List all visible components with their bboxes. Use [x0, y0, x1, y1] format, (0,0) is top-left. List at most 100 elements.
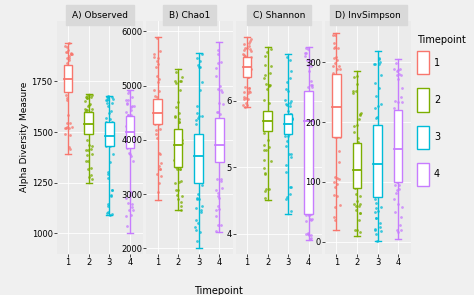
Point: [331, 184, 338, 189]
Point: [154, 56, 162, 60]
Point: [329, 64, 337, 69]
Point: [84, 148, 92, 153]
Point: [266, 117, 274, 122]
Point: [305, 148, 313, 152]
Point: [245, 62, 252, 67]
Point: [65, 82, 73, 86]
Point: [194, 136, 201, 141]
Point: [64, 80, 71, 84]
Point: [151, 114, 159, 119]
Point: [262, 148, 270, 153]
Point: [286, 58, 294, 62]
Point: [394, 68, 401, 73]
Text: 2: 2: [434, 95, 440, 105]
Point: [336, 148, 343, 153]
Point: [124, 97, 132, 102]
Point: [265, 117, 273, 121]
Point: [331, 33, 339, 37]
Point: [176, 88, 183, 92]
Point: [106, 124, 114, 129]
Point: [376, 149, 383, 153]
Bar: [263, 111, 272, 130]
Point: [330, 75, 338, 80]
Point: [243, 66, 250, 71]
Point: [64, 125, 71, 130]
Point: [64, 48, 72, 53]
Point: [129, 128, 137, 132]
Point: [88, 152, 96, 157]
Point: [351, 186, 359, 190]
Point: [333, 118, 340, 122]
Point: [152, 127, 160, 132]
Point: [307, 64, 315, 68]
Point: [198, 154, 205, 159]
Point: [262, 53, 269, 58]
Point: [305, 213, 313, 218]
Point: [282, 170, 290, 175]
Point: [304, 95, 312, 100]
Point: [154, 105, 162, 110]
Point: [125, 140, 132, 145]
Point: [333, 94, 340, 99]
Point: [377, 186, 384, 190]
Point: [156, 101, 164, 105]
Point: [374, 238, 381, 243]
Point: [397, 215, 405, 220]
Point: [396, 67, 404, 72]
Point: [244, 45, 251, 50]
Point: [374, 190, 381, 195]
Point: [262, 127, 269, 131]
Point: [395, 71, 402, 76]
Point: [85, 103, 92, 108]
Point: [286, 104, 293, 109]
Point: [305, 232, 312, 237]
Point: [355, 154, 363, 158]
Point: [330, 179, 338, 184]
Point: [68, 125, 76, 130]
Point: [192, 167, 200, 172]
Point: [129, 119, 137, 124]
Point: [88, 93, 95, 98]
Point: [285, 122, 292, 126]
Point: [107, 159, 114, 164]
Point: [306, 212, 313, 217]
Point: [104, 95, 111, 100]
Point: [194, 63, 201, 68]
Point: [198, 52, 206, 57]
Point: [217, 136, 225, 141]
Point: [173, 128, 180, 133]
Point: [372, 169, 379, 173]
Point: [124, 112, 132, 117]
Point: [397, 163, 405, 168]
Point: [336, 88, 343, 93]
Point: [217, 124, 224, 129]
Point: [307, 236, 314, 241]
Point: [177, 207, 185, 212]
Point: [261, 189, 268, 193]
Point: [262, 172, 269, 177]
Point: [157, 161, 165, 165]
Point: [61, 43, 68, 48]
Point: [302, 145, 310, 150]
Point: [302, 127, 310, 131]
Point: [213, 157, 220, 162]
Point: [356, 153, 363, 157]
Point: [302, 232, 310, 236]
Point: [372, 189, 379, 194]
Point: [331, 60, 339, 65]
Point: [302, 219, 310, 223]
Point: [288, 116, 295, 121]
Point: [377, 188, 384, 193]
Point: [244, 65, 251, 70]
Point: [85, 122, 92, 127]
Point: [87, 122, 94, 126]
Point: [107, 133, 114, 138]
Text: 4: 4: [434, 169, 440, 179]
Point: [197, 208, 205, 212]
Point: [308, 83, 315, 87]
Point: [129, 122, 137, 127]
Point: [301, 51, 309, 56]
Point: [126, 135, 133, 140]
Point: [354, 82, 361, 87]
Point: [193, 196, 201, 200]
